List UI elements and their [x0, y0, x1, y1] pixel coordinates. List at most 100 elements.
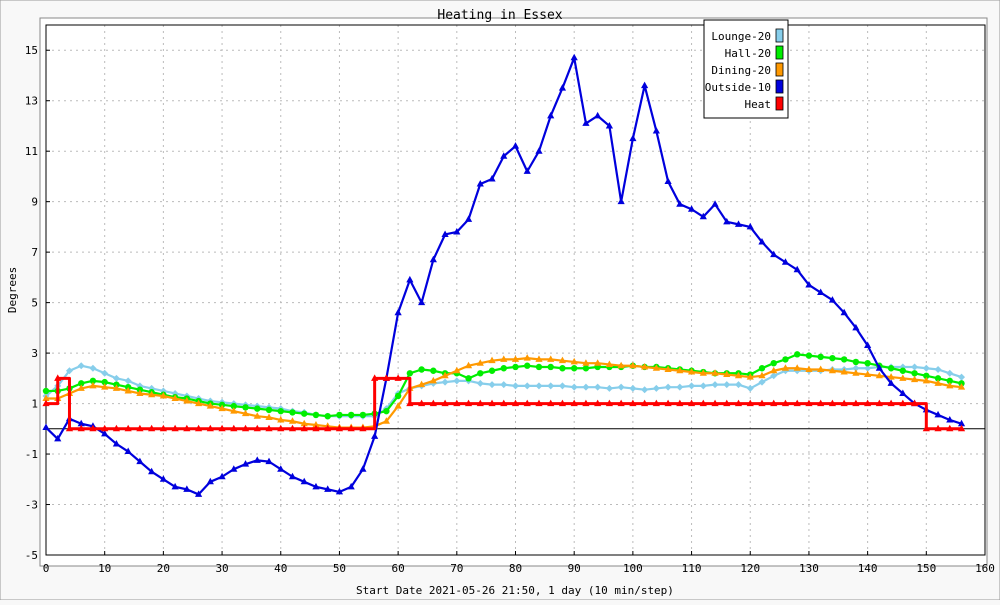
data-point-dining-20	[687, 368, 696, 375]
y-tick-label: 5	[31, 297, 38, 310]
data-point-outside-10	[605, 121, 613, 129]
x-tick-label: 130	[799, 562, 819, 575]
data-point-outside-10	[112, 439, 121, 447]
data-point-outside-10	[957, 419, 966, 427]
data-point-dining-20	[922, 376, 930, 384]
data-point-hall-20	[101, 378, 108, 386]
data-point-heat	[488, 399, 496, 407]
x-tick-label: 10	[98, 562, 111, 575]
data-point-hall-20	[430, 367, 437, 374]
data-point-lounge-20	[124, 377, 132, 385]
data-point-outside-10	[676, 200, 684, 207]
data-point-hall-20	[336, 411, 343, 419]
data-point-lounge-20	[512, 382, 519, 390]
data-point-dining-20	[758, 371, 766, 379]
data-point-dining-20	[429, 376, 437, 384]
data-point-hall-20	[547, 363, 554, 371]
data-point-heat	[605, 399, 613, 407]
data-point-outside-10	[54, 434, 62, 442]
data-point-lounge-20	[523, 382, 531, 390]
data-point-dining-20	[852, 369, 860, 376]
data-point-hall-20	[770, 359, 777, 367]
data-point-hall-20	[500, 365, 507, 372]
data-point-outside-10	[746, 222, 754, 230]
data-point-lounge-20	[594, 383, 602, 391]
data-point-heat	[77, 424, 85, 432]
data-point-outside-10	[852, 323, 860, 331]
data-point-hall-20	[418, 366, 425, 373]
x-tick-label: 110	[682, 562, 702, 575]
data-point-heat	[148, 424, 156, 432]
data-point-dining-20	[946, 381, 954, 389]
data-point-dining-20	[817, 365, 825, 372]
data-point-outside-10	[899, 389, 907, 396]
data-point-lounge-20	[946, 369, 954, 377]
data-point-heat	[382, 374, 390, 381]
data-point-outside-10	[265, 457, 273, 465]
data-point-hall-20	[805, 352, 813, 359]
data-point-heat	[42, 399, 50, 407]
data-point-heat	[828, 399, 837, 407]
data-point-lounge-20	[101, 369, 109, 377]
data-point-outside-10	[699, 212, 707, 220]
data-point-heat	[746, 399, 754, 407]
data-point-dining-20	[300, 419, 308, 427]
data-point-outside-10	[171, 482, 179, 490]
data-point-outside-10	[523, 167, 531, 174]
data-point-outside-10	[946, 415, 954, 423]
data-point-dining-20	[934, 379, 942, 386]
data-point-hall-20	[312, 411, 320, 419]
data-point-dining-20	[840, 368, 848, 375]
data-point-outside-10	[476, 180, 484, 187]
data-point-lounge-20	[735, 381, 743, 389]
data-point-lounge-20	[441, 378, 449, 386]
data-point-dining-20	[617, 361, 625, 369]
data-point-lounge-20	[488, 381, 496, 389]
data-point-heat	[265, 424, 273, 432]
data-point-heat	[535, 399, 543, 407]
data-point-hall-20	[230, 402, 237, 410]
data-point-heat	[570, 399, 578, 407]
x-tick-label: 50	[333, 562, 346, 575]
data-point-lounge-20	[582, 383, 590, 391]
data-point-lounge-20	[629, 384, 637, 392]
series-outside-10	[42, 53, 966, 497]
legend-label-hall-20: Hall-20	[725, 47, 771, 60]
x-tick-label: 150	[916, 562, 936, 575]
y-tick-label: 1	[31, 398, 38, 411]
data-point-hall-20	[406, 370, 414, 377]
data-point-dining-20	[89, 381, 97, 389]
data-point-dining-20	[511, 355, 520, 362]
data-point-dining-20	[148, 390, 156, 398]
data-point-dining-20	[77, 384, 85, 391]
data-point-heat	[324, 424, 332, 432]
data-point-dining-20	[734, 371, 743, 379]
x-tick-label: 70	[450, 562, 463, 575]
data-point-outside-10	[394, 308, 402, 316]
data-point-dining-20	[605, 360, 613, 367]
data-point-hall-20	[887, 365, 895, 372]
data-point-heat	[101, 424, 109, 432]
data-point-outside-10	[300, 477, 308, 485]
data-point-dining-20	[500, 355, 508, 362]
data-point-outside-10	[582, 119, 590, 126]
data-point-outside-10	[864, 341, 872, 349]
data-point-lounge-20	[77, 362, 85, 370]
data-point-hall-20	[465, 375, 472, 382]
data-point-dining-20	[652, 364, 660, 371]
data-point-outside-10	[464, 215, 473, 222]
data-point-heat	[793, 399, 801, 407]
data-point-outside-10	[535, 147, 543, 154]
data-point-outside-10	[770, 250, 778, 258]
data-point-heat	[523, 399, 531, 407]
data-point-heat	[910, 399, 919, 407]
data-point-heat	[781, 399, 790, 407]
data-point-outside-10	[723, 217, 731, 225]
data-point-dining-20	[194, 399, 203, 407]
x-tick-label: 40	[274, 562, 287, 575]
data-point-heat	[277, 424, 285, 432]
data-point-dining-20	[101, 383, 109, 390]
data-point-heat	[206, 424, 214, 432]
data-point-dining-20	[864, 370, 872, 378]
